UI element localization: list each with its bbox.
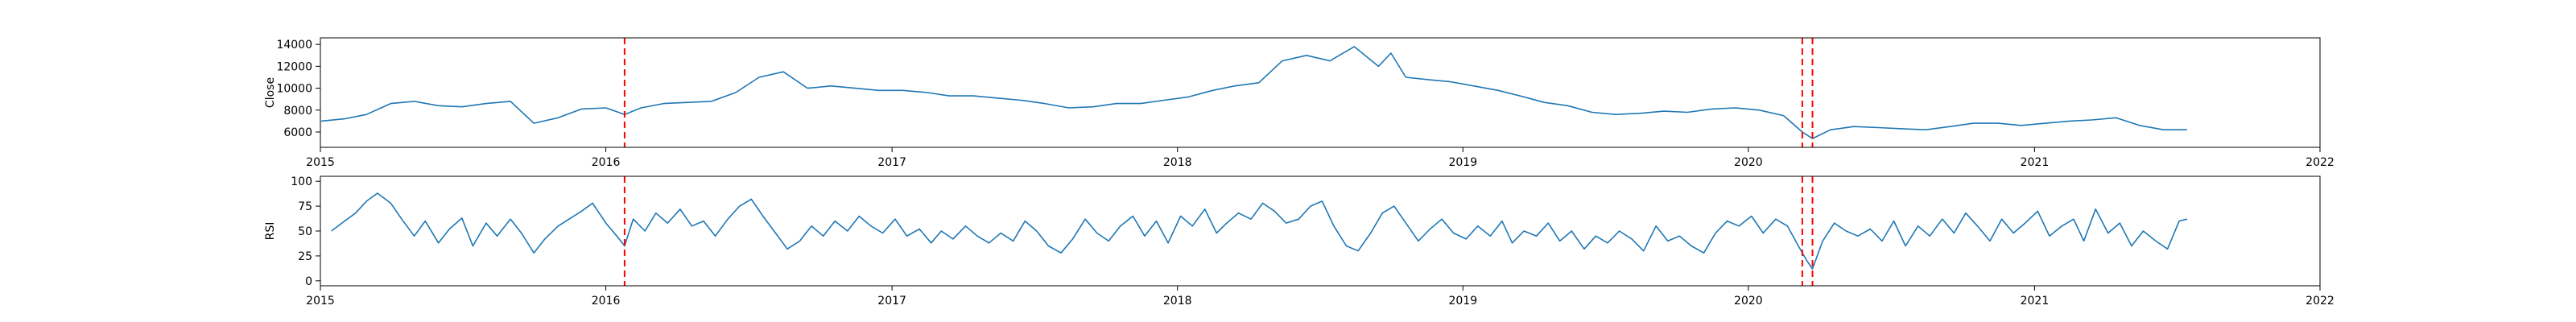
rsi-x-tick-label: 2022 (2306, 295, 2334, 308)
close-x-tick-label: 2017 (877, 156, 906, 169)
close-x-tick-label: 2018 (1163, 156, 1192, 169)
close-plot-frame (320, 37, 2321, 148)
close-x-tick-label: 2016 (592, 156, 621, 169)
close-y-tick-label: 14000 (276, 39, 312, 52)
close-y-tick-label: 10000 (276, 83, 312, 96)
rsi-y-tick-label: 50 (298, 225, 312, 238)
close-x-tick-label: 2019 (1448, 156, 1477, 169)
close-x-tick-label: 2021 (2021, 156, 2050, 169)
close-y-tick-label: 6000 (283, 126, 312, 139)
rsi-panel: 2015 2016 2017 2018 2019 2020 2021 2022 0 25 50 75 1… (264, 175, 2334, 308)
rsi-x-tick-label: 2021 (2021, 295, 2050, 308)
rsi-x-tick-label: 2017 (877, 295, 906, 308)
rsi-x-tick-label: 2016 (592, 295, 621, 308)
close-y-axis-label: Close (264, 77, 277, 108)
rsi-y-tick-label: 100 (291, 175, 312, 188)
close-x-tick-label: 2020 (1734, 156, 1763, 169)
rsi-y-tick-label: 0 (305, 275, 312, 288)
rsi-series-line (331, 192, 2188, 270)
rsi-y-tick-label: 75 (298, 200, 312, 213)
rsi-x-tick-label: 2018 (1163, 295, 1192, 308)
close-x-tick-label: 2022 (2306, 156, 2334, 169)
rsi-x-tick-label: 2019 (1448, 295, 1477, 308)
rsi-x-tick-label: 2015 (306, 295, 335, 308)
close-y-tick-label: 12000 (276, 60, 312, 73)
rsi-y-axis-label: RSI (264, 222, 277, 241)
rsi-plot-frame (320, 175, 2321, 287)
close-series-line (320, 46, 2187, 139)
close-y-tick-label: 8000 (283, 105, 312, 118)
close-x-tick-label: 2015 (306, 156, 335, 169)
close-price-panel: 2015 2016 2017 2018 2019 2020 2021 2022 6000 8000… (264, 37, 2334, 169)
rsi-y-tick-label: 25 (298, 250, 312, 263)
rsi-x-tick-label: 2020 (1734, 295, 1763, 308)
